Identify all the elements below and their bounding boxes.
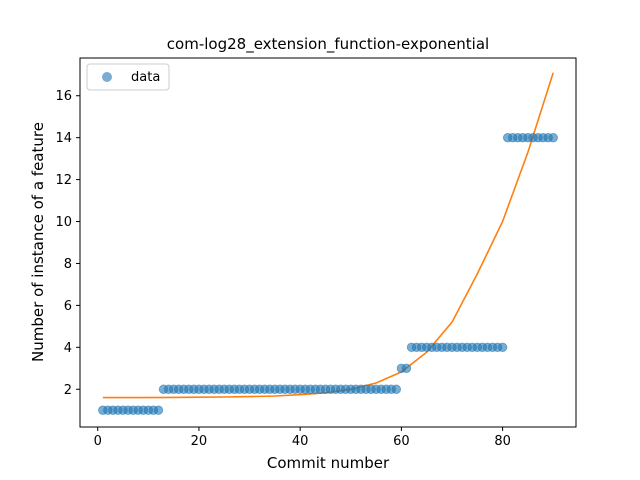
y-tick-label: 14: [55, 131, 72, 146]
y-tick-label: 8: [64, 257, 72, 272]
data-point: [153, 405, 164, 415]
plot-area: 0 20 40 60 80 2 4 6 8 10 12 14 16: [55, 57, 577, 449]
x-tick-label: 0: [94, 434, 102, 449]
x-axis-label: Commit number: [267, 454, 390, 472]
y-tick-label: 10: [55, 215, 72, 230]
legend-box: [86, 63, 170, 91]
legend-label-data: data: [131, 70, 160, 85]
y-axis-label: Number of instance of a feature: [29, 122, 47, 362]
x-tick-label: 80: [494, 434, 511, 449]
axes-frame: [79, 57, 577, 428]
x-tick-label: 60: [393, 434, 410, 449]
y-tick-label: 12: [55, 173, 72, 188]
data-point: [391, 384, 402, 394]
legend-marker: [102, 72, 112, 82]
data-point: [401, 363, 412, 373]
y-tick-label: 4: [64, 341, 72, 356]
y-tick-label: 6: [64, 299, 72, 314]
data-point: [548, 132, 558, 143]
x-tick-label: 20: [191, 434, 208, 449]
data-point: [497, 342, 508, 353]
y-tick-label: 16: [55, 89, 72, 104]
legend: data: [86, 63, 170, 91]
y-tick-label: 2: [64, 383, 72, 398]
chart-title: com-log28_extension_function-exponential: [167, 35, 489, 54]
x-tick-label: 40: [292, 434, 309, 449]
